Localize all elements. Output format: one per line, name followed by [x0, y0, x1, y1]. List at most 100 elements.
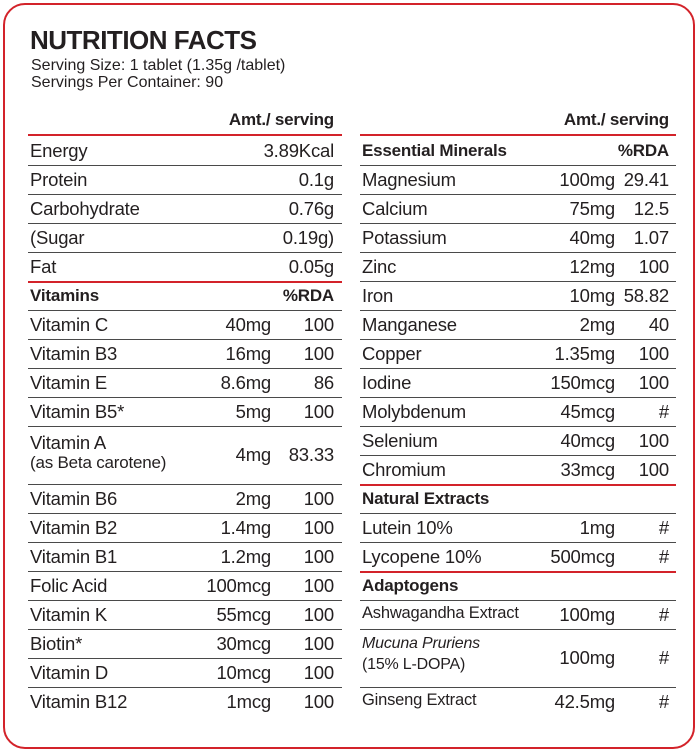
item-name: Copper [362, 342, 422, 364]
row-rule [28, 658, 342, 659]
item-amount: 10mg [569, 284, 616, 306]
item-amount: 10mcg [216, 661, 271, 683]
item-amount: 100mg [559, 647, 615, 668]
row-rule [360, 310, 676, 311]
item-amount: 1mg [579, 516, 616, 538]
row-rule [360, 426, 676, 427]
row-rule [28, 252, 342, 253]
row-rule [360, 368, 676, 369]
row-rule [360, 339, 676, 340]
row-rule [28, 165, 342, 166]
row-rule [360, 455, 676, 456]
item-amount: 40mg [569, 226, 616, 248]
item-rda: # [658, 647, 669, 668]
item-rda: 100 [303, 603, 334, 625]
row-rule [360, 600, 676, 601]
item-amount: 4mg [235, 444, 272, 465]
item-name: Vitamin B5* [30, 400, 125, 422]
row-rule [28, 542, 342, 543]
item-amount: 500mcg [550, 545, 615, 567]
row-rule [360, 194, 676, 195]
item-name: Lutein 10% [362, 516, 453, 538]
item-rda: 29.41 [623, 168, 669, 190]
rda-heading: %RDA [282, 286, 334, 305]
item-rda: 40 [648, 313, 669, 335]
nutrient-name: Protein [30, 169, 88, 190]
item-amount: 1.35mg [554, 342, 615, 364]
nutrient-amount: 0.05g [288, 256, 334, 277]
row-rule [28, 368, 342, 369]
item-name: Vitamin B6 [30, 487, 118, 509]
item-name: Ginseng Extract [362, 690, 477, 709]
item-rda: # [658, 603, 669, 625]
item-name: Vitamin E [30, 371, 108, 393]
title: NUTRITION FACTS [30, 25, 257, 55]
section-title: Natural Extracts [362, 489, 490, 508]
row-rule [360, 165, 676, 166]
item-name: Biotin* [30, 632, 83, 654]
item-name: Ashwagandha Extract [362, 603, 519, 622]
item-amount: 150mcg [550, 371, 615, 393]
item-rda: 100 [638, 458, 669, 480]
row-rule [28, 600, 342, 601]
item-amount: 45mcg [560, 400, 615, 422]
item-rda: 100 [638, 371, 669, 393]
item-amount: 12mg [569, 255, 616, 277]
item-amount: 40mcg [560, 429, 615, 451]
row-rule [360, 223, 676, 224]
item-name: Iron [362, 284, 394, 306]
nutrient-amount: 0.76g [288, 198, 334, 219]
nutrient-amount: 3.89Kcal [263, 140, 335, 161]
amount-heading: Amt./ serving [228, 110, 334, 129]
item-amount: 1.4mg [220, 516, 272, 538]
row-rule [28, 223, 342, 224]
item-name: Folic Acid [30, 574, 108, 596]
item-rda: 58.82 [623, 284, 669, 306]
item-name: Vitamin K [30, 603, 108, 625]
item-rda: 100 [303, 661, 334, 683]
row-rule [360, 397, 676, 398]
item-amount: 2mg [235, 487, 272, 509]
item-name: Vitamin A [30, 432, 107, 453]
item-name: Vitamin B1 [30, 545, 118, 567]
row-rule [28, 687, 342, 688]
amount-heading: Amt./ serving [563, 110, 669, 129]
servings: Servings Per Container: 90 [31, 74, 224, 91]
item-amount: 40mg [225, 313, 272, 335]
item-rda: 100 [303, 574, 334, 596]
red-rule [360, 571, 676, 573]
item-name: Selenium [362, 429, 438, 451]
rda-heading: %RDA [617, 141, 669, 160]
item-name: Magnesium [362, 168, 456, 190]
item-note: (15% L-DOPA) [362, 656, 466, 673]
item-amount: 55mcg [216, 603, 271, 625]
item-rda: 1.07 [633, 226, 669, 248]
item-rda: 12.5 [633, 197, 669, 219]
nutrient-amount: 0.19g) [282, 227, 334, 248]
item-name: Calcium [362, 197, 428, 219]
label-frame [3, 3, 695, 749]
row-rule [360, 281, 676, 282]
item-name: Lycopene 10% [362, 545, 482, 567]
row-rule [28, 194, 342, 195]
row-rule [28, 397, 342, 398]
nutrient-name: (Sugar [30, 227, 85, 248]
item-rda: 100 [303, 516, 334, 538]
item-rda: # [658, 545, 669, 567]
item-name: Iodine [362, 371, 412, 393]
item-rda: 100 [638, 429, 669, 451]
section-title: Essential Minerals [362, 141, 507, 160]
item-note: (as Beta carotene) [30, 453, 167, 472]
item-rda: 86 [313, 371, 334, 393]
row-rule [28, 629, 342, 630]
item-name: Mucuna Pruriens [362, 635, 480, 652]
row-rule [360, 542, 676, 543]
item-amount: 100mg [559, 603, 615, 625]
item-amount: 75mg [569, 197, 616, 219]
item-amount: 2mg [579, 313, 616, 335]
nutrient-name: Carbohydrate [30, 198, 140, 219]
item-name: Vitamin B2 [30, 516, 118, 538]
item-rda: 100 [303, 487, 334, 509]
item-amount: 42.5mg [554, 690, 615, 712]
